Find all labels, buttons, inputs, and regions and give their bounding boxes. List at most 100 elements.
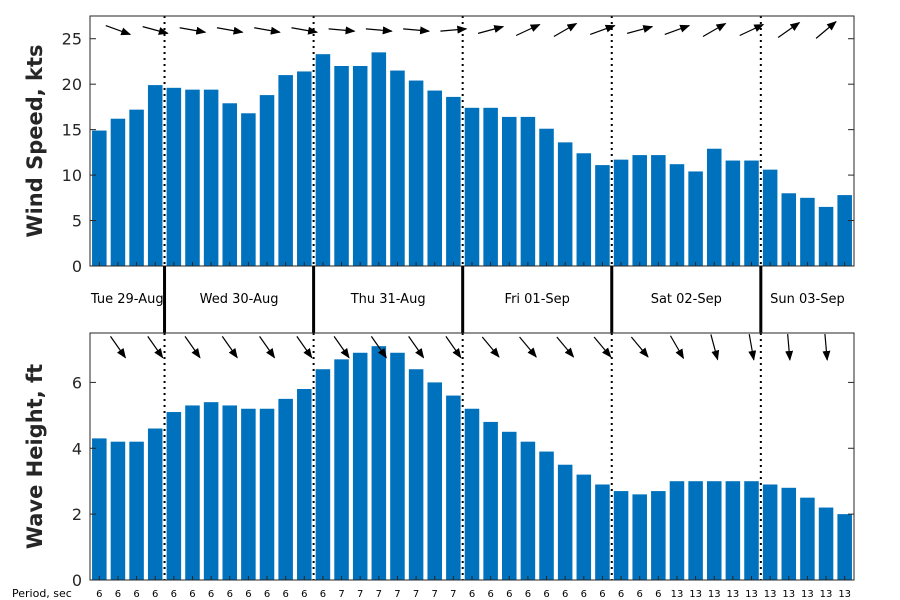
wind-direction-arrow xyxy=(626,25,654,34)
wind-ytick-label: 10 xyxy=(62,166,82,185)
wind-direction-arrow xyxy=(515,23,541,37)
wind-direction-arrow xyxy=(590,24,616,36)
period-value: 6 xyxy=(655,589,661,600)
period-value: 7 xyxy=(450,589,456,600)
period-value: 6 xyxy=(487,589,493,600)
wind-direction-arrow xyxy=(179,26,207,35)
wave-ytick-label: 0 xyxy=(72,571,82,590)
period-value: 6 xyxy=(189,589,195,600)
wave-bar xyxy=(464,408,480,580)
wave-direction-arrow xyxy=(184,336,201,359)
wave-bar xyxy=(203,402,219,580)
wave-bar xyxy=(781,487,797,580)
wind-bar xyxy=(502,116,517,266)
period-value: 13 xyxy=(671,589,684,600)
period-row: 6 6 6 6 6 6 6 6 6 6 6 6 6 7 7 7 7 7 7 7 6 6 6 6 6 6 6 6 6 6 6 13 13 13 13 1… xyxy=(96,589,851,600)
period-value: 6 xyxy=(543,589,549,600)
day-label: Sat 02-Sep xyxy=(651,292,722,307)
period-value: 6 xyxy=(227,589,233,600)
wave-direction-arrow xyxy=(519,336,537,358)
wave-bar xyxy=(408,369,424,580)
wave-bar xyxy=(837,514,852,580)
wind-bar xyxy=(446,96,461,266)
wave-direction-arrow xyxy=(481,336,500,358)
period-value: 13 xyxy=(689,589,702,600)
period-value: 7 xyxy=(357,589,363,600)
period-value: 13 xyxy=(708,589,721,600)
wind-bar xyxy=(837,195,852,266)
wave-direction-arrow xyxy=(408,336,425,359)
wind-direction-arrow xyxy=(142,26,169,35)
wind-direction-arrow xyxy=(291,26,319,35)
wave-bar xyxy=(92,438,107,580)
wind-direction-arrow xyxy=(739,23,765,37)
wind-direction-arrow xyxy=(105,24,132,36)
wind-direction-arrow xyxy=(815,20,837,39)
wave-ylabel: Wave Height, ft xyxy=(23,364,47,549)
wind-bar xyxy=(613,159,629,266)
wave-bar xyxy=(483,421,498,580)
wave-direction-arrow xyxy=(445,336,462,359)
wind-bar xyxy=(651,155,666,266)
wind-bar xyxy=(539,128,554,266)
wave-ytick-label: 4 xyxy=(72,439,82,458)
wind-ylabel: Wind Speed, kts xyxy=(23,44,47,237)
wind-bar xyxy=(315,54,331,267)
wind-bar xyxy=(818,206,834,266)
period-value: 6 xyxy=(581,589,587,600)
period-value: 7 xyxy=(376,589,382,600)
period-value: 6 xyxy=(320,589,326,600)
period-value: 6 xyxy=(637,589,643,600)
wave-bar xyxy=(613,491,629,580)
wind-bar xyxy=(352,66,368,266)
wave-direction-arrow xyxy=(296,336,313,359)
wave-bar xyxy=(446,395,461,580)
wave-direction-arrow xyxy=(221,336,238,359)
wind-bar xyxy=(278,75,293,266)
period-value: 6 xyxy=(171,589,177,600)
wind-bar xyxy=(632,155,647,266)
wind-bar xyxy=(595,165,610,266)
wind-direction-arrow xyxy=(664,24,691,36)
wave-bar xyxy=(259,408,275,580)
period-value: 6 xyxy=(525,589,531,600)
wave-ytick-label: 2 xyxy=(72,505,82,524)
wind-bar xyxy=(744,160,759,266)
wind-bar xyxy=(129,109,144,266)
wind-bar xyxy=(800,197,815,266)
wind-bar xyxy=(781,193,797,266)
period-value: 6 xyxy=(301,589,307,600)
wind-ytick-label: 20 xyxy=(62,75,82,94)
wind-bar xyxy=(520,116,536,266)
wind-bar xyxy=(557,142,573,266)
wave-bar xyxy=(185,405,200,580)
wave-bar xyxy=(241,408,256,580)
wind-bar xyxy=(241,113,256,267)
wave-bar xyxy=(352,352,368,580)
wave-bar xyxy=(762,484,778,580)
period-value: 6 xyxy=(282,589,288,600)
wave-bar xyxy=(390,352,405,580)
wave-bar xyxy=(651,491,666,580)
wind-bar xyxy=(371,52,387,266)
day-band: Tue 29-Aug Wed 30-Aug Thu 31-Aug Fri 01-Sep… xyxy=(90,266,845,333)
wave-bar xyxy=(800,497,815,580)
wind-bar xyxy=(688,171,703,266)
wave-direction-arrow xyxy=(669,335,684,360)
wind-direction-arrow xyxy=(440,25,468,34)
wave-bar xyxy=(539,451,554,580)
wave-direction-arrow xyxy=(259,336,276,359)
wave-bar xyxy=(632,494,647,580)
wind-ytick-label: 5 xyxy=(72,212,82,231)
wind-bar xyxy=(576,153,592,266)
period-value: 6 xyxy=(115,589,121,600)
wind-bar xyxy=(483,107,498,266)
wave-bar xyxy=(557,464,573,580)
period-value: 7 xyxy=(338,589,344,600)
period-value: 6 xyxy=(264,589,270,600)
wind-bar xyxy=(334,66,349,266)
wave-bar xyxy=(818,507,834,580)
wind-direction-arrow xyxy=(702,22,727,38)
wind-direction-arrow xyxy=(477,25,505,34)
